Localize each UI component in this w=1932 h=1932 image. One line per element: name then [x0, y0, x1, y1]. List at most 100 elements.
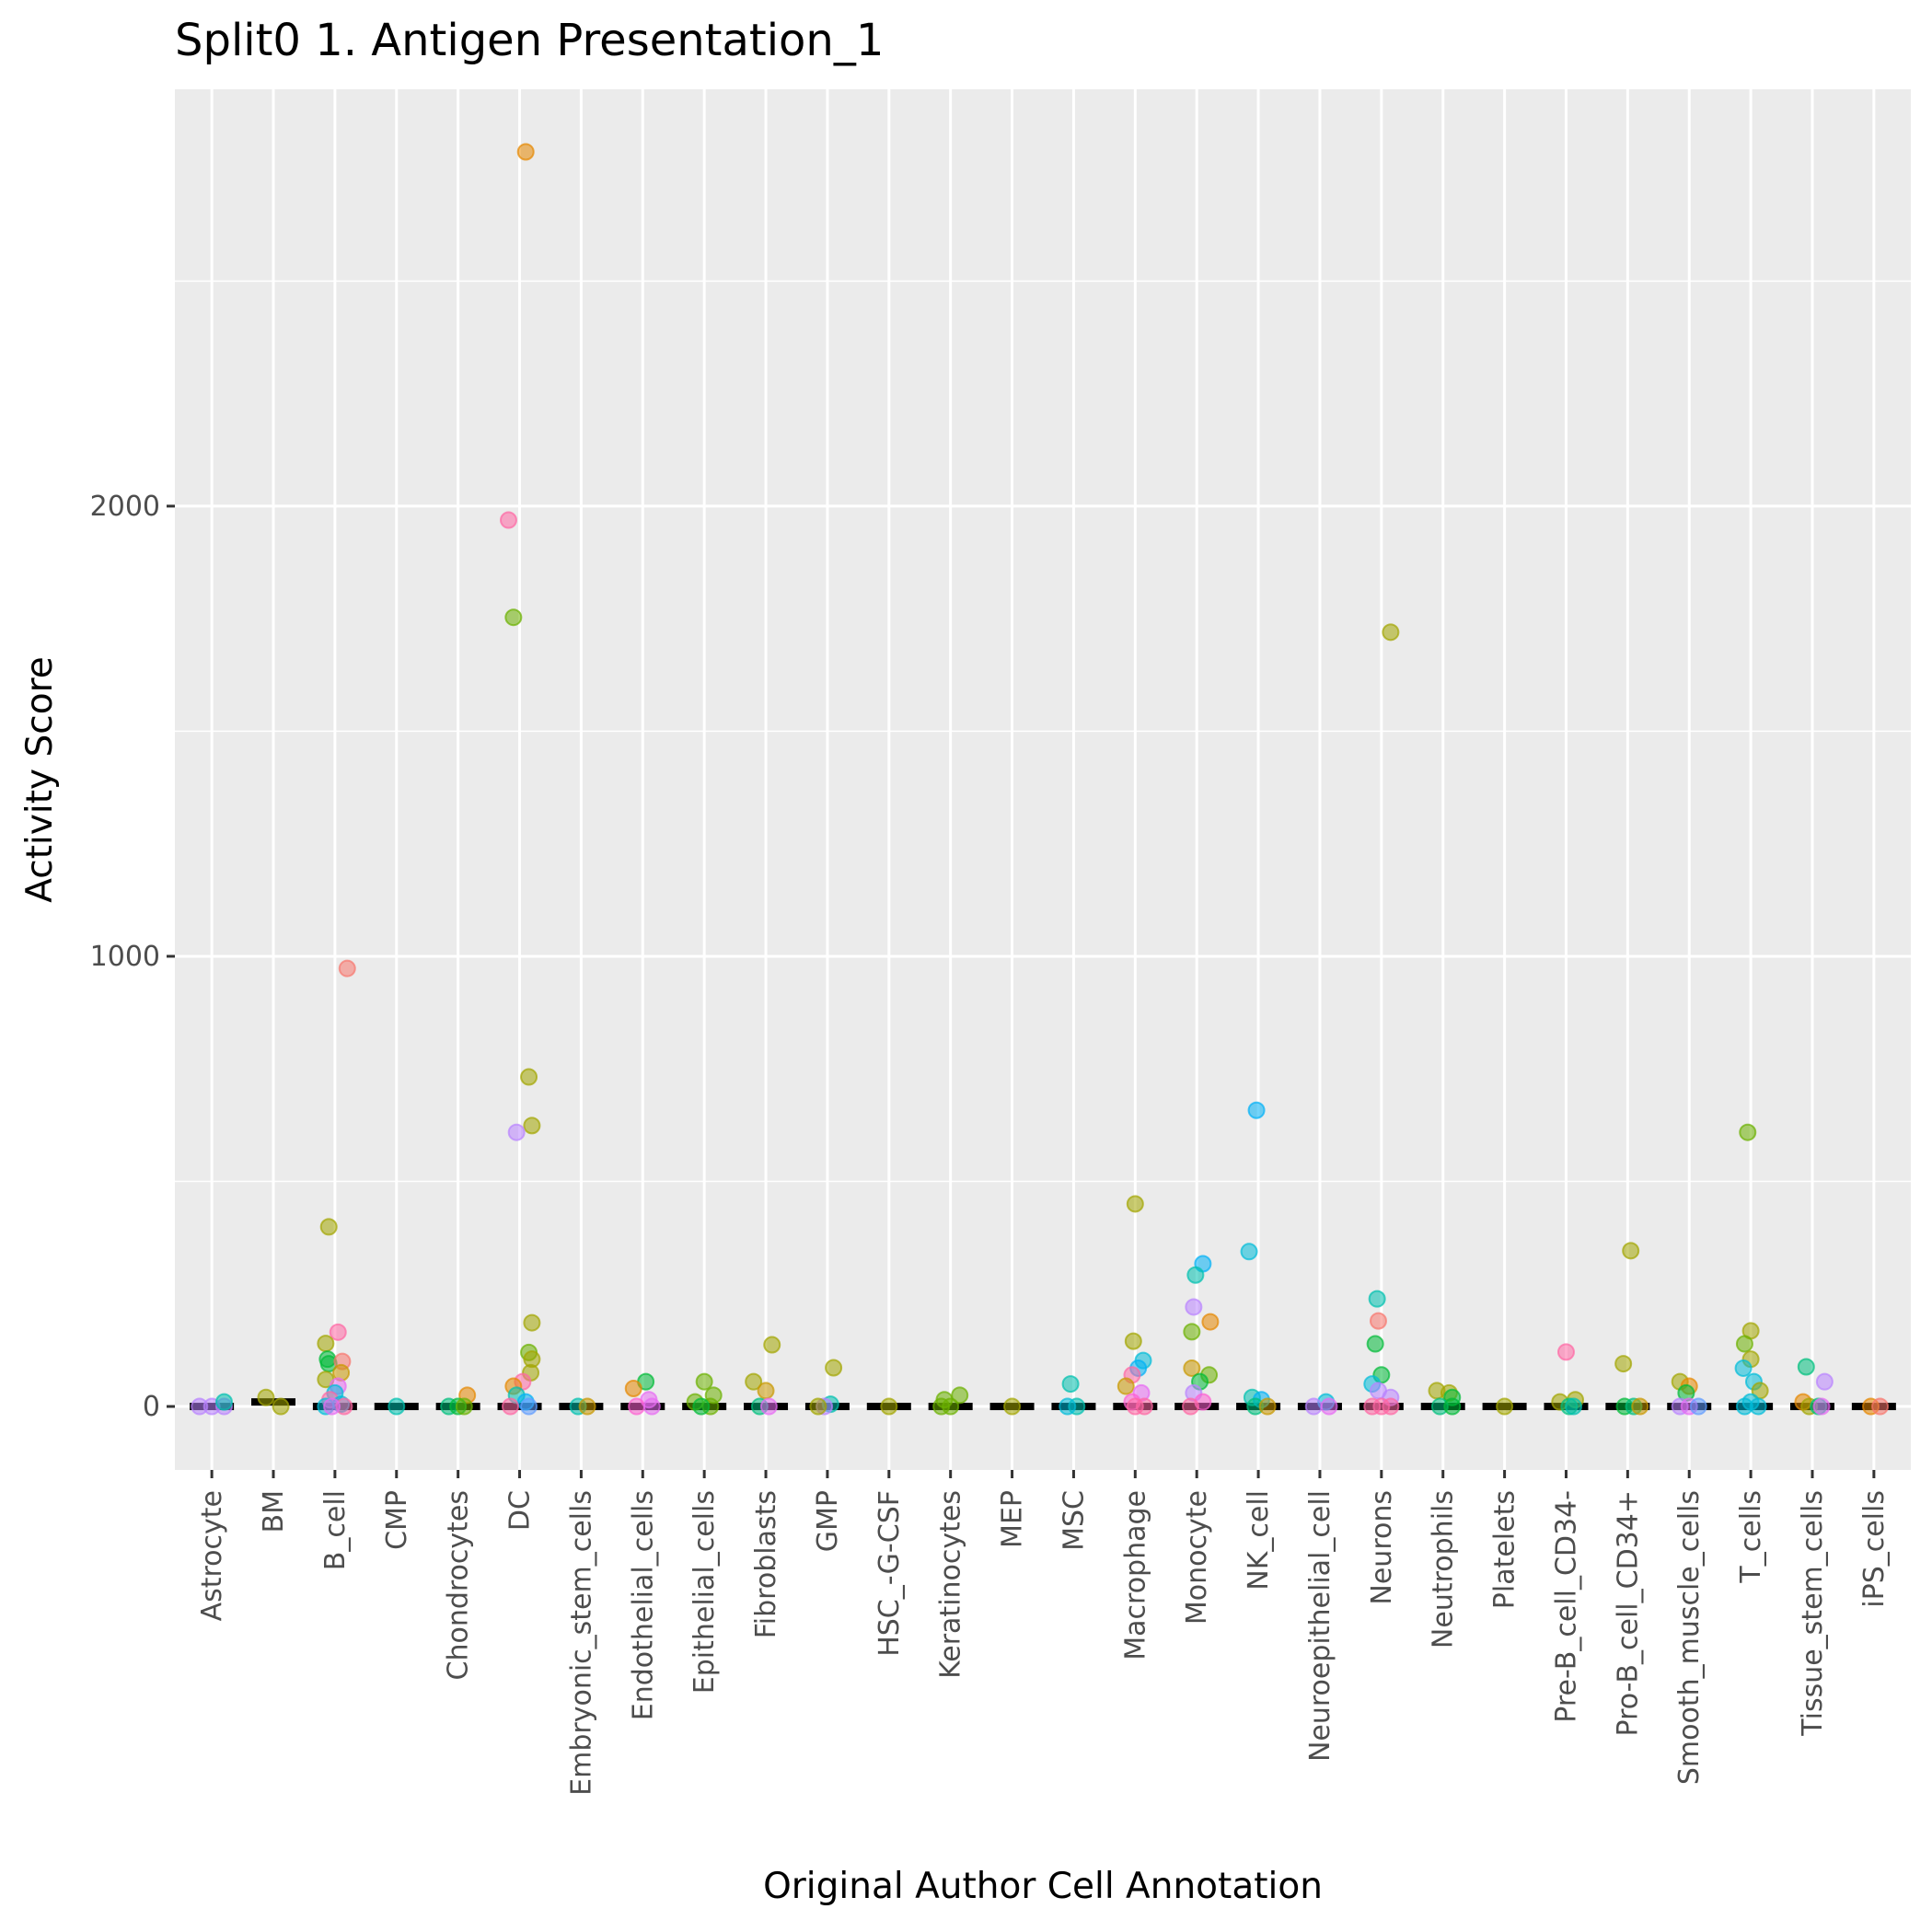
plot-panel [175, 89, 1911, 1470]
data-point [642, 1397, 661, 1416]
x-tick-label: iPS_cells [1858, 1490, 1891, 1608]
x-tick-label: CMP [381, 1490, 413, 1550]
data-point [759, 1397, 778, 1416]
data-point [388, 1397, 406, 1416]
major-gridlines [175, 89, 1911, 1470]
x-axis: Astrocyte BM B_cell CMP Chondrocytes DC Embryo… [196, 1470, 1891, 1796]
x-tick-label: GMP [812, 1490, 844, 1552]
data-point [507, 1123, 526, 1141]
data-point [1247, 1101, 1266, 1119]
data-point [1201, 1313, 1220, 1331]
data-point [272, 1397, 290, 1416]
data-point [1059, 1397, 1077, 1416]
data-point [1116, 1377, 1135, 1395]
data-point [1183, 1359, 1201, 1377]
x-tick-label: Pre-B_cell_CD34- [1550, 1490, 1582, 1723]
data-point [1368, 1290, 1386, 1308]
data-point [1304, 1397, 1323, 1416]
data-point [692, 1397, 711, 1416]
x-tick-label: Monocyte [1181, 1490, 1213, 1625]
data-point [1749, 1397, 1767, 1416]
data-point [825, 1359, 843, 1377]
x-tick-label: Smooth_muscle_cells [1673, 1490, 1706, 1785]
x-tick-label: MEP [997, 1490, 1029, 1548]
data-point [523, 1313, 541, 1332]
data-point [257, 1388, 275, 1406]
data-point [628, 1397, 646, 1416]
x-tick-label: BM [258, 1490, 290, 1533]
data-point [1735, 1335, 1753, 1353]
x-tick-label: Fibroblasts [750, 1490, 782, 1638]
data-point [695, 1372, 713, 1391]
data-point [1182, 1397, 1200, 1416]
y-tick-label: 0 [143, 1391, 160, 1423]
data-points [191, 143, 1890, 1416]
data-point [523, 1116, 541, 1135]
data-point [1369, 1312, 1387, 1330]
data-point [516, 143, 535, 161]
data-point [1183, 1323, 1201, 1341]
data-point [1797, 1358, 1815, 1376]
data-point [1061, 1375, 1080, 1394]
x-tick-label: Keratinocytes [935, 1490, 967, 1679]
x-tick-label: B_cell [319, 1490, 352, 1570]
data-point [1382, 623, 1400, 642]
minor-gridlines [175, 280, 1911, 1183]
x-tick-label: NK_cell [1243, 1490, 1275, 1591]
data-point [319, 1218, 338, 1236]
x-tick-label: Tissue_stem_cells [1797, 1490, 1829, 1737]
data-point [1258, 1397, 1277, 1416]
data-point [1003, 1397, 1022, 1416]
data-point [323, 1397, 341, 1416]
y-tick-label: 1000 [90, 941, 160, 973]
data-point [504, 608, 523, 627]
data-point [1631, 1397, 1649, 1416]
x-tick-label: Endothelial_cells [627, 1490, 659, 1720]
data-point [1565, 1397, 1583, 1416]
data-point [745, 1372, 763, 1391]
x-tick-label: Platelets [1489, 1490, 1521, 1609]
data-point [501, 1397, 519, 1416]
data-point [1366, 1335, 1384, 1353]
data-point [763, 1336, 781, 1354]
data-point [1812, 1397, 1831, 1416]
x-tick-label: Chondrocytes [443, 1490, 475, 1681]
x-tick-label: T_cells [1735, 1490, 1767, 1584]
data-point [1443, 1397, 1462, 1416]
x-tick-label: HSC_-G-CSF [873, 1490, 906, 1657]
data-point [880, 1397, 898, 1416]
data-point [1185, 1298, 1203, 1316]
data-point [499, 511, 517, 529]
data-point [1734, 1359, 1753, 1377]
data-point [1382, 1397, 1400, 1416]
x-tick-label: Embryonic_stem_cells [565, 1490, 597, 1796]
data-point [624, 1379, 642, 1397]
data-point [1614, 1355, 1633, 1373]
data-point [1556, 1343, 1575, 1361]
x-tick-label: MSC [1058, 1490, 1090, 1551]
data-point [1186, 1266, 1205, 1284]
x-tick-label: Astrocyte [196, 1490, 228, 1621]
x-tick-label: Neurons [1366, 1490, 1398, 1605]
y-axis: 0 1000 2000 [90, 491, 175, 1423]
x-axis-title: Original Author Cell Annotation [763, 1866, 1323, 1907]
data-point [1135, 1397, 1153, 1416]
data-point [1126, 1195, 1144, 1213]
x-tick-label: Neuroepithelial_cell [1304, 1490, 1336, 1762]
x-tick-label: Macrophage [1119, 1490, 1151, 1660]
data-point [317, 1335, 335, 1353]
x-tick-label: Epithelial_cells [688, 1490, 721, 1694]
data-point [1320, 1397, 1338, 1416]
data-point [455, 1397, 473, 1416]
data-point [1689, 1397, 1707, 1416]
data-point [1871, 1397, 1890, 1416]
x-tick-label: Neutrophils [1428, 1490, 1460, 1649]
chart-title: Split0 1. Antigen Presentation_1 [175, 15, 884, 66]
data-point [1240, 1243, 1258, 1261]
data-point [520, 1397, 538, 1416]
data-point [520, 1068, 538, 1086]
x-tick-label: DC [504, 1490, 537, 1531]
data-point [338, 959, 356, 978]
data-point [1622, 1242, 1640, 1260]
